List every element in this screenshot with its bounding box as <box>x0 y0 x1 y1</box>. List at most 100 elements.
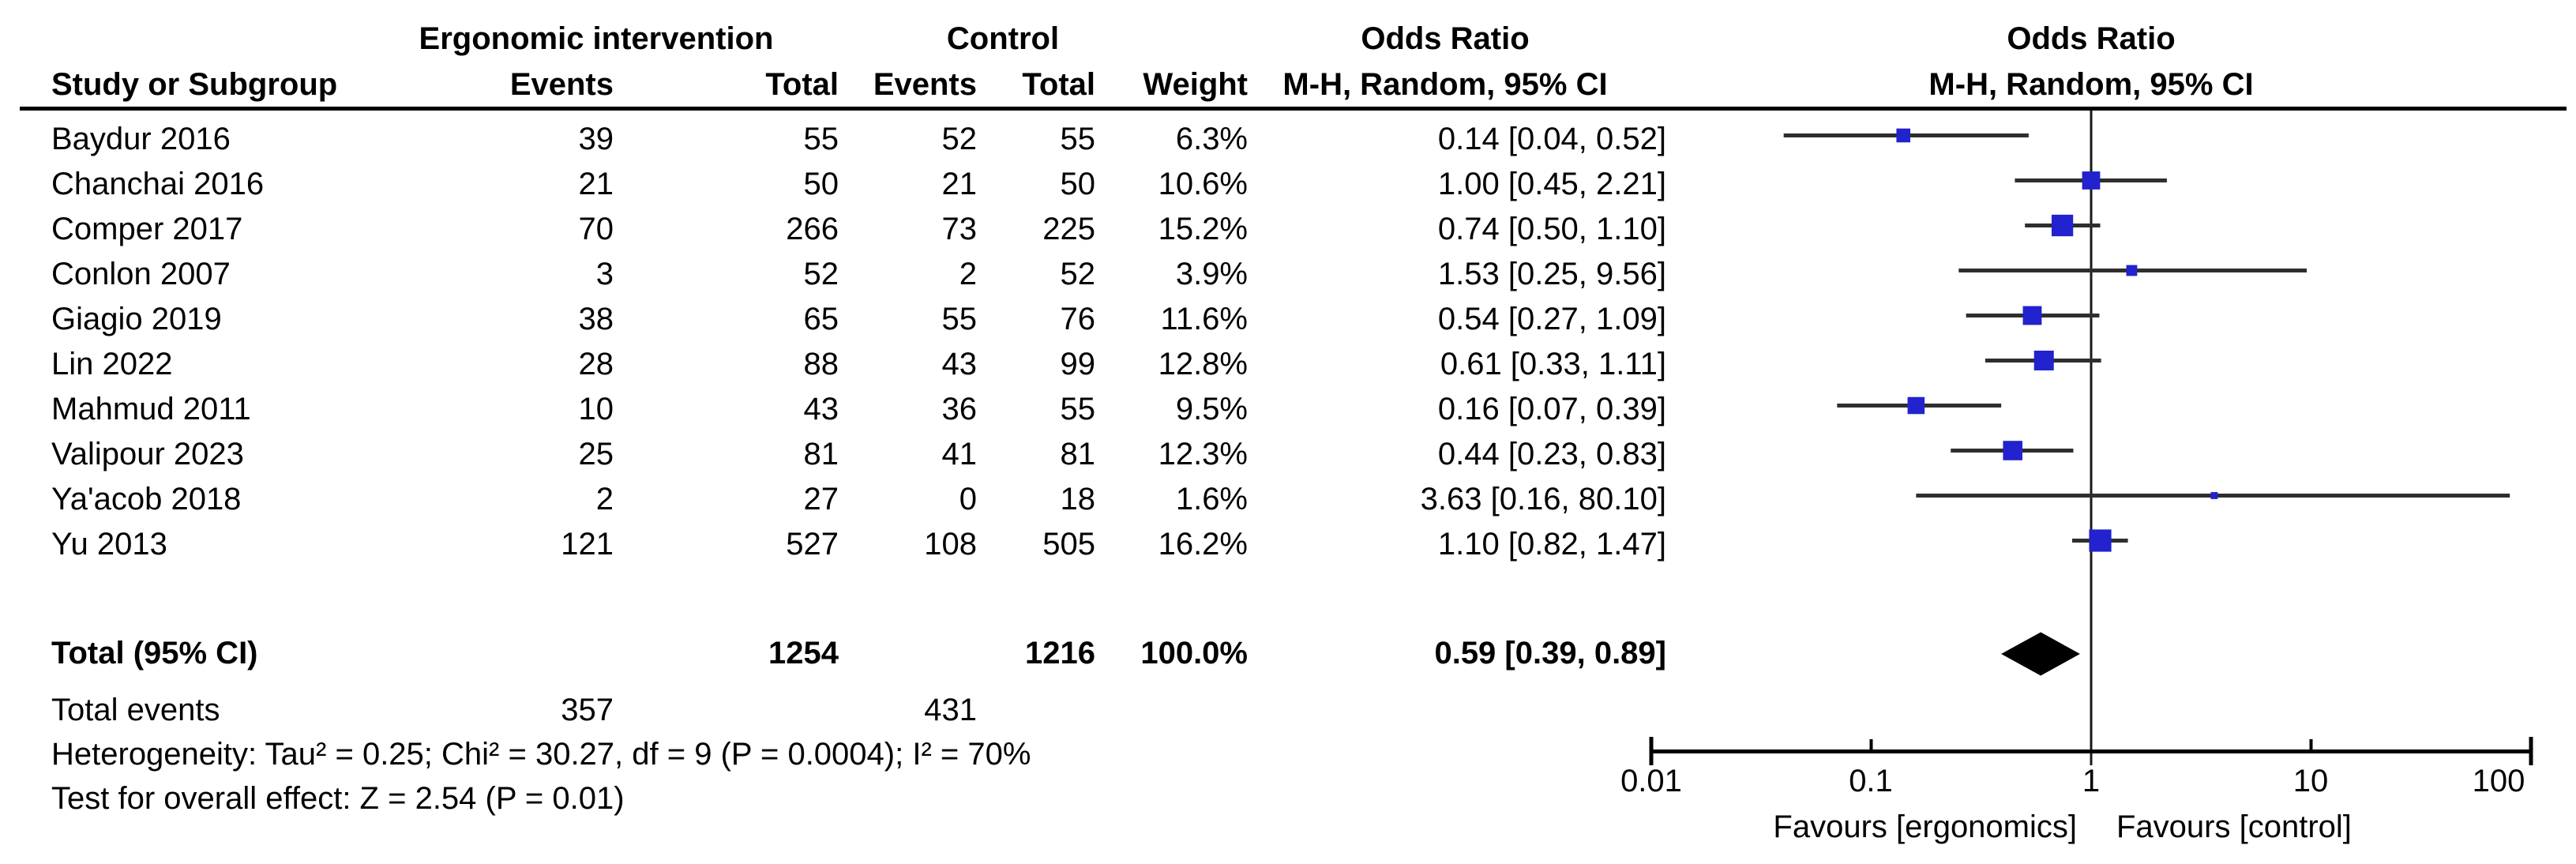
weight-value: 6.3% <box>1175 122 1248 156</box>
ctrl-total-value: 81 <box>1060 437 1096 471</box>
axis-tick <box>1869 739 1873 751</box>
ctrl-total-value: 505 <box>1042 527 1095 562</box>
or-ci-value: 0.44 [0.23, 0.83] <box>1437 437 1666 471</box>
weight-value: 15.2% <box>1158 212 1248 246</box>
weight-value: 16.2% <box>1158 527 1248 562</box>
int-total-value: 88 <box>803 347 839 381</box>
ctrl-events-value: 21 <box>941 167 978 201</box>
ctrl-total-value: 225 <box>1042 212 1095 246</box>
weight-value: 3.9% <box>1175 257 1248 291</box>
ctrl-events-value: 52 <box>941 122 978 156</box>
int-events-value: 21 <box>578 167 614 201</box>
heterogeneity-note: Heterogeneity: Tau² = 0.25; Chi² = 30.27… <box>51 737 1031 772</box>
or-ci-value: 0.54 [0.27, 1.09] <box>1437 302 1666 336</box>
col-header-method-text: M-H, Random, 95% CI <box>1282 67 1608 102</box>
weight-value: 1.6% <box>1175 482 1248 517</box>
weight-value: 11.6% <box>1160 302 1248 336</box>
study-name: Baydur 2016 <box>51 122 231 156</box>
int-events-value: 39 <box>578 122 614 156</box>
ctrl-total-value: 76 <box>1060 302 1096 336</box>
odds-ratio-text-col-title: Odds Ratio <box>1361 21 1530 56</box>
study-name: Giagio 2019 <box>51 302 222 336</box>
ctrl-events-value: 2 <box>959 257 977 291</box>
ctrl-total-value: 52 <box>1060 257 1096 291</box>
int-events-value: 10 <box>578 392 614 426</box>
weight-value: 10.6% <box>1158 167 1248 201</box>
weight-value: 12.8% <box>1158 347 1248 381</box>
total-events-label: Total events <box>51 693 220 727</box>
axis-tick <box>2309 739 2313 751</box>
axis-tick-label: 100 <box>2472 764 2525 798</box>
col-header-int-total: Total <box>765 67 839 102</box>
ctrl-total-value: 55 <box>1060 122 1096 156</box>
study-name: Chanchai 2016 <box>51 167 265 201</box>
weight-square <box>2022 306 2042 325</box>
weight-square <box>2051 214 2074 237</box>
or-ci-value: 1.53 [0.25, 9.56] <box>1437 257 1666 291</box>
weight-square <box>2089 529 2112 552</box>
int-events-value: 28 <box>578 347 614 381</box>
weight-square <box>2003 441 2022 460</box>
weight-square <box>2126 265 2138 276</box>
or-ci-value: 1.10 [0.82, 1.47] <box>1437 527 1666 562</box>
total-events-int: 357 <box>561 693 614 727</box>
study-name: Conlon 2007 <box>51 257 231 291</box>
study-name: Lin 2022 <box>51 347 173 381</box>
or-ci-value: 0.74 [0.50, 1.10] <box>1437 212 1666 246</box>
int-events-value: 2 <box>595 482 614 517</box>
total-row-ctrl-total: 1216 <box>1025 636 1095 671</box>
int-total-value: 81 <box>803 437 839 471</box>
axis-tick-label: 0.01 <box>1620 764 1682 798</box>
group-header-control: Control <box>946 21 1060 56</box>
axis-end-tick <box>2529 737 2533 765</box>
or-ci-value: 0.14 [0.04, 0.52] <box>1437 122 1666 156</box>
axis-end-tick <box>1649 737 1654 765</box>
ctrl-total-value: 55 <box>1060 392 1096 426</box>
or-ci-value: 1.00 [0.45, 2.21] <box>1437 167 1666 201</box>
axis-tick-label: 1 <box>2082 764 2101 798</box>
weight-square <box>1907 396 1925 415</box>
pooled-effect-diamond <box>2001 632 2080 676</box>
study-name: Yu 2013 <box>51 527 167 562</box>
int-total-value: 266 <box>786 212 839 246</box>
weight-value: 12.3% <box>1158 437 1248 471</box>
weight-square <box>2033 350 2054 371</box>
ctrl-events-value: 36 <box>941 392 978 426</box>
ctrl-events-value: 108 <box>924 527 977 562</box>
weight-value: 9.5% <box>1175 392 1248 426</box>
total-row-label: Total (95% CI) <box>51 636 258 671</box>
ctrl-total-value: 18 <box>1060 482 1096 517</box>
col-header-method-plot: M-H, Random, 95% CI <box>1928 67 2254 102</box>
int-total-value: 43 <box>803 392 839 426</box>
int-total-value: 27 <box>803 482 839 517</box>
overall-effect-note: Test for overall effect: Z = 2.54 (P = 0… <box>51 781 625 816</box>
x-axis-line <box>1650 749 2533 753</box>
ctrl-events-value: 0 <box>959 482 977 517</box>
weight-square <box>2210 492 2218 499</box>
or-ci-value: 3.63 [0.16, 80.10] <box>1420 482 1666 517</box>
int-total-value: 65 <box>803 302 839 336</box>
col-header-weight: Weight <box>1143 67 1248 102</box>
int-events-value: 3 <box>595 257 614 291</box>
study-name: Ya'acob 2018 <box>51 482 242 517</box>
int-events-value: 70 <box>578 212 614 246</box>
axis-tick-label: 0.1 <box>1849 764 1893 798</box>
int-total-value: 52 <box>803 257 839 291</box>
group-header-intervention: Ergonomic intervention <box>419 21 774 56</box>
odds-ratio-plot-col-title: Odds Ratio <box>2007 21 2176 56</box>
header-rule <box>20 107 2567 111</box>
int-total-value: 55 <box>803 122 839 156</box>
favours-left-label: Favours [ergonomics] <box>1773 810 2077 844</box>
ctrl-events-value: 41 <box>941 437 978 471</box>
study-name: Valipour 2023 <box>51 437 244 471</box>
total-row-weight: 100.0% <box>1140 636 1248 671</box>
total-row-int-total: 1254 <box>768 636 839 671</box>
col-header-int-events: Events <box>509 67 614 102</box>
ctrl-events-value: 43 <box>941 347 978 381</box>
weight-square <box>2082 171 2101 190</box>
weight-square <box>1896 128 1910 143</box>
col-header-ctrl-events: Events <box>873 67 977 102</box>
favours-right-label: Favours [control] <box>2116 810 2352 844</box>
